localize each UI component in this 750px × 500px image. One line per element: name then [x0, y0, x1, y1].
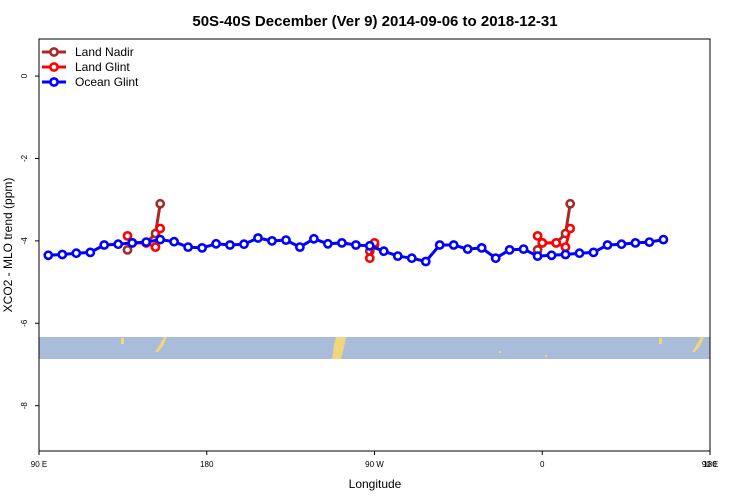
land-mask-band — [39, 337, 710, 359]
y-tick-label: -4 — [20, 237, 29, 245]
ocean-glint-point — [169, 236, 179, 247]
legend-label-land-glint: Land Glint — [75, 60, 130, 74]
ocean-glint-point — [71, 248, 82, 259]
land-patch — [121, 338, 124, 344]
x-tick-label: 0 — [540, 460, 545, 469]
ocean-glint-point — [616, 239, 627, 250]
ocean-glint-point — [99, 240, 110, 250]
legend-label-ocean-glint: Ocean Glint — [75, 75, 139, 89]
y-axis-label: XCO2 - MLO trend (ppm) — [1, 178, 15, 313]
ocean-glint-point — [336, 237, 347, 248]
series-ocean-glint — [43, 233, 669, 267]
ocean-glint-point — [378, 246, 389, 257]
ocean-glint-point — [420, 256, 431, 267]
land-patch — [499, 351, 501, 353]
legend-label-land-nadir: Land Nadir — [75, 45, 134, 59]
ocean-glint-point — [141, 237, 152, 247]
ocean-glint-point — [308, 233, 319, 244]
land-glint-point — [364, 253, 375, 264]
ocean-glint-point — [239, 239, 249, 250]
land-nadir-point — [122, 244, 133, 255]
ocean-glint-point — [350, 240, 361, 250]
ocean-glint-point — [267, 235, 277, 246]
ocean-glint-point — [127, 237, 138, 248]
ocean-glint-point — [546, 250, 557, 261]
ocean-glint-point — [504, 244, 515, 255]
x-tick-label: 180 — [200, 460, 214, 469]
ocean-glint-point — [253, 233, 263, 243]
legend-marker-land-glint — [49, 62, 59, 72]
x-tick-label: 90 E — [31, 460, 47, 469]
ocean-glint-point — [658, 234, 669, 245]
ocean-band — [39, 337, 710, 359]
ocean-glint-point — [322, 238, 333, 249]
ocean-glint-point — [574, 248, 585, 259]
ocean-glint-point — [518, 244, 529, 254]
ocean-glint-point — [183, 242, 193, 252]
ocean-glint-point — [281, 235, 291, 245]
ocean-glint-point — [532, 251, 543, 261]
x-tick-label: 90 W — [365, 460, 384, 469]
ocean-glint-point — [225, 240, 235, 250]
ocean-glint-point — [113, 239, 124, 250]
land-patch — [659, 338, 662, 344]
ocean-glint-point — [364, 240, 375, 251]
ocean-glint-point — [588, 247, 599, 258]
land-glint-point — [150, 242, 161, 252]
land-patch — [332, 337, 346, 359]
land-glint-point — [551, 237, 562, 248]
ocean-glint-point — [85, 247, 96, 258]
y-axis: 0 -2 -4 -6 -8 — [20, 73, 39, 409]
ocean-glint-point — [560, 249, 571, 260]
x-axis-label: Longitude — [349, 477, 402, 491]
y-tick-label: -6 — [20, 319, 29, 327]
series-layer — [43, 198, 669, 267]
ocean-glint-point — [602, 240, 613, 250]
legend-marker-ocean-glint — [49, 77, 59, 87]
y-tick-label: -8 — [20, 402, 29, 410]
ocean-glint-point — [211, 238, 221, 249]
ocean-glint-point — [392, 251, 403, 261]
ocean-glint-point — [155, 234, 166, 245]
ocean-glint-point — [490, 253, 501, 264]
ocean-glint-point — [43, 250, 54, 261]
x-tick-label: 180 — [703, 460, 717, 469]
land-nadir-point — [155, 198, 166, 209]
ocean-glint-point — [448, 240, 459, 250]
ocean-glint-point — [294, 242, 305, 252]
land-glint-point — [155, 223, 166, 234]
land-glint-point — [537, 237, 548, 248]
ocean-glint-point — [197, 242, 207, 253]
land-patch — [155, 337, 167, 352]
y-tick-label: 0 — [20, 73, 29, 78]
ocean-glint-point — [462, 244, 473, 254]
land-glint-point — [532, 230, 543, 241]
land-patch — [545, 355, 547, 357]
ocean-glint-point — [406, 253, 417, 264]
land-glint-point — [565, 223, 576, 234]
ocean-glint-point — [630, 237, 641, 248]
ocean-glint-point — [57, 249, 68, 260]
land-patch — [692, 337, 704, 352]
ocean-glint-point — [644, 237, 655, 247]
land-nadir-point — [565, 198, 576, 209]
chart-title: 50S-40S December (Ver 9) 2014-09-06 to 2… — [192, 13, 557, 30]
ocean-glint-point — [476, 242, 487, 253]
y-tick-label: -2 — [20, 154, 29, 162]
ocean-glint-point — [434, 240, 445, 250]
legend-marker-land-nadir — [49, 47, 59, 57]
land-glint-point — [122, 230, 133, 241]
x-tick-label: 90 E — [702, 460, 718, 469]
